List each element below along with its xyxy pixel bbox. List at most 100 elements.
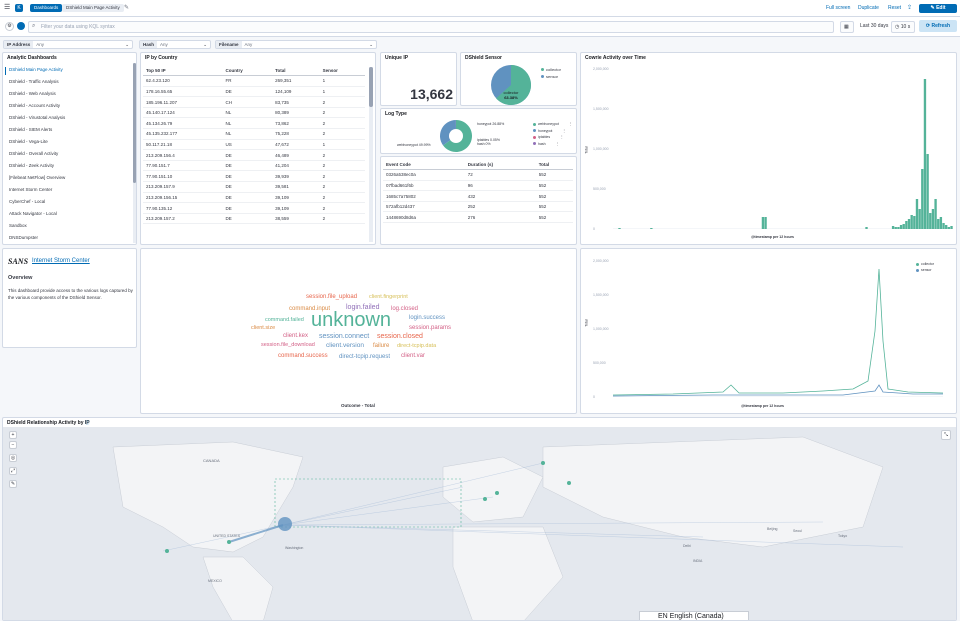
wordcloud-word[interactable]: log.closed xyxy=(391,306,419,312)
share-icon[interactable]: ⇪ xyxy=(907,5,913,11)
map-point[interactable] xyxy=(483,497,487,501)
chart-bar[interactable] xyxy=(939,217,943,229)
table-row[interactable]: 213.209.156.15 DE 39,109 2 xyxy=(143,192,365,204)
dashboard-link-item[interactable]: DNSDumpster xyxy=(9,235,39,240)
chart-bar[interactable] xyxy=(926,154,929,229)
chart-bar[interactable] xyxy=(942,223,945,229)
dashboard-link-item[interactable]: DShield - Traffic Analysis xyxy=(9,79,59,84)
dashboard-link-item[interactable]: DShield - Web Analysis xyxy=(9,91,56,96)
wordcloud-word[interactable]: client.version xyxy=(326,342,364,349)
table-row[interactable]: 77.90.151.10 DE 39,939 2 xyxy=(143,170,365,183)
chart-bar[interactable] xyxy=(905,221,908,229)
map-point[interactable] xyxy=(541,461,545,465)
draw-tool-button[interactable]: ✎ xyxy=(9,480,17,488)
table-row[interactable]: 213.209.157.9 DE 39,581 2 xyxy=(143,181,365,193)
column-header[interactable]: Duration (s) xyxy=(464,159,536,171)
map-point[interactable] xyxy=(165,549,169,553)
legend-item-sensor[interactable]: sensor xyxy=(916,267,934,273)
hash-control[interactable]: Hash Any ⌄ xyxy=(139,40,211,49)
dashboard-link-item[interactable]: Attack Navigator - Local xyxy=(9,211,57,216)
time-range-label[interactable]: Last 30 days xyxy=(860,23,889,29)
chart-bar[interactable] xyxy=(913,216,916,229)
wordcloud-word[interactable]: command.input xyxy=(289,306,331,312)
reset-view-button[interactable]: ◎ xyxy=(9,454,17,462)
chart-bar[interactable] xyxy=(918,209,921,229)
dashboard-link-item[interactable]: DShield - Virustotal Analysis xyxy=(9,115,66,120)
wordcloud-word[interactable]: command.failed xyxy=(265,317,304,323)
chart-bar[interactable] xyxy=(937,219,940,229)
wordcloud-word[interactable]: unknown xyxy=(311,309,392,331)
duplicate-link[interactable]: Duplicate xyxy=(858,5,879,11)
series-line-collector[interactable] xyxy=(613,268,943,396)
donut-slice[interactable] xyxy=(440,120,456,146)
chart-bar[interactable] xyxy=(899,225,903,229)
fit-bounds-button[interactable]: ⤢ xyxy=(9,467,17,475)
refresh-button[interactable]: ⟳ Refresh xyxy=(919,20,957,32)
legend-item[interactable]: honeypot ⋮ xyxy=(533,128,572,135)
dashboard-link-item[interactable]: Internet Storm Center xyxy=(9,187,53,192)
search-input[interactable]: ⌕ Filter your data using KQL syntax xyxy=(28,21,834,33)
table-row[interactable]: 213.209.156.4 DE 46,489 2 xyxy=(143,149,365,161)
wordcloud-word[interactable]: login.failed xyxy=(346,304,380,311)
chart-bar[interactable] xyxy=(894,227,897,229)
table-row[interactable]: 77.90.135.12 DE 39,109 2 xyxy=(143,202,365,214)
more-icon[interactable]: ⋮ xyxy=(560,135,564,139)
chart-bar[interactable] xyxy=(650,228,653,229)
column-header[interactable]: Event Code xyxy=(383,159,465,171)
table-row[interactable]: 77.90.151.7 DE 41,204 2 xyxy=(143,160,365,172)
wordcloud-word[interactable]: session.closed xyxy=(377,333,423,340)
wordcloud-word[interactable]: session.file_upload xyxy=(306,294,358,300)
legend-item-sensor[interactable]: sensor xyxy=(541,73,561,80)
wordcloud-word[interactable]: client.size xyxy=(251,325,276,331)
date-picker-toggle[interactable]: ▦ xyxy=(840,21,854,33)
internet-storm-center-link[interactable]: Internet Storm Center xyxy=(32,258,90,264)
saved-query-icon[interactable] xyxy=(17,22,25,30)
wordcloud-word[interactable]: session.connect xyxy=(319,333,370,340)
full-screen-link[interactable]: Full screen xyxy=(826,5,851,11)
chart-bar[interactable] xyxy=(950,226,953,229)
legend-item-collector[interactable]: collector xyxy=(541,66,561,73)
chart-bar[interactable] xyxy=(934,199,937,229)
wordcloud-word[interactable]: client.var xyxy=(401,353,426,359)
chart-bar[interactable] xyxy=(764,217,767,229)
column-header[interactable]: Country xyxy=(222,65,273,77)
chart-bar[interactable] xyxy=(929,213,932,229)
edit-button[interactable]: ✎ Edit xyxy=(919,4,957,13)
table-row[interactable]: 50.117.21.18 US 47,672 1 xyxy=(143,139,365,151)
chart-bar[interactable] xyxy=(865,227,868,229)
chart-bar[interactable] xyxy=(907,219,911,229)
wordcloud-word[interactable]: failure xyxy=(373,343,390,349)
series-line-sensor[interactable] xyxy=(613,384,943,397)
dashboard-link-item[interactable]: DShield Main Page Activity xyxy=(9,67,63,72)
dashboard-link-item[interactable]: DShield - Overall Activity xyxy=(9,151,59,156)
world-map[interactable]: CANADA UNITED STATES MEXICO Washington B… xyxy=(3,427,957,621)
chart-bar[interactable] xyxy=(931,209,935,229)
legend-item[interactable]: webhoneypot ⋮ xyxy=(533,121,572,128)
table-row[interactable]: 185.196.11.207 CH 83,735 2 xyxy=(143,96,365,108)
table-row[interactable]: 62.4.23.120 FR 269,351 1 xyxy=(143,75,365,87)
wordcloud-word[interactable]: session.file_download xyxy=(261,342,315,348)
wordcloud-word[interactable]: direct-tcpip.request xyxy=(339,354,391,360)
column-header[interactable]: Total xyxy=(272,65,320,77)
wordcloud-word[interactable]: command.success xyxy=(278,353,328,359)
chart-bar[interactable] xyxy=(910,215,913,229)
table-row[interactable]: 1685c7a75802 432 552 xyxy=(383,190,573,202)
edit-title-icon[interactable]: ✎ xyxy=(124,5,130,11)
pie-slice-collector[interactable] xyxy=(496,65,532,105)
table-row[interactable]: 572afb12d437 252 552 xyxy=(383,201,573,213)
chart-bar[interactable] xyxy=(945,225,948,229)
chart-bar[interactable] xyxy=(923,79,927,229)
column-header[interactable]: Top 50 IP xyxy=(143,65,223,77)
dashboard-link-item[interactable]: Sandbox xyxy=(9,223,27,228)
ip-address-control[interactable]: IP Address Any ⌄ xyxy=(3,40,133,49)
legend-item-collector[interactable]: collector xyxy=(916,261,934,267)
app-logo[interactable]: K xyxy=(15,4,23,12)
table-row[interactable]: 0326a538ec0a 72 552 xyxy=(383,169,573,181)
scrollbar[interactable] xyxy=(369,67,373,242)
wordcloud-word[interactable]: session.params xyxy=(409,325,452,331)
scrollbar[interactable] xyxy=(133,63,136,243)
more-icon[interactable]: ⋮ xyxy=(568,122,573,126)
chart-bar[interactable] xyxy=(915,199,919,229)
chart-bar[interactable] xyxy=(947,227,951,229)
chart-bar[interactable] xyxy=(921,169,924,229)
